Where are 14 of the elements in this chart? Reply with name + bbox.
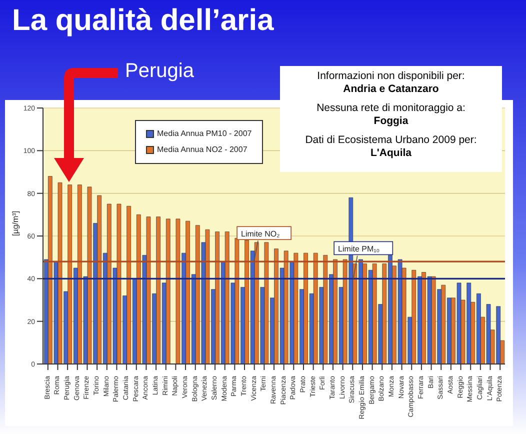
- bar: [166, 218, 170, 364]
- text: Andria e Catanzaro: [343, 83, 439, 95]
- chart-title: La qualità dell’aria: [12, 4, 274, 38]
- legend-label: Media Annua NO2 - 2007: [157, 144, 248, 156]
- ref-line-label: Limite PM₁₀: [338, 244, 380, 254]
- y-axis-title: [µg/m³]: [10, 210, 20, 236]
- text: Perugia: [125, 60, 194, 83]
- legend-label: Media Annua PM10 - 2007: [157, 128, 252, 140]
- ref-line-label: Limite NO₂: [241, 230, 280, 239]
- annotation: Nessuna rete di monitoraggio a:: [316, 102, 466, 115]
- annotation: Dati di Ecosistema Urbano 2009 per:: [304, 134, 478, 147]
- annotation: L'Aquila: [370, 147, 412, 160]
- text: Informazioni non disponibili per:: [317, 70, 465, 82]
- annotation: Foggia: [372, 115, 410, 128]
